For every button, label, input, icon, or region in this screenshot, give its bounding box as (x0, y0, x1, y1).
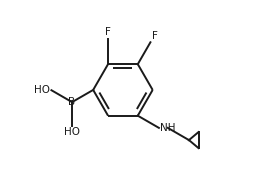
Text: F: F (152, 31, 158, 41)
Text: HO: HO (64, 127, 80, 137)
Text: B: B (69, 97, 76, 107)
Text: HO: HO (34, 85, 50, 95)
Text: F: F (105, 27, 111, 37)
Text: NH: NH (160, 123, 175, 133)
